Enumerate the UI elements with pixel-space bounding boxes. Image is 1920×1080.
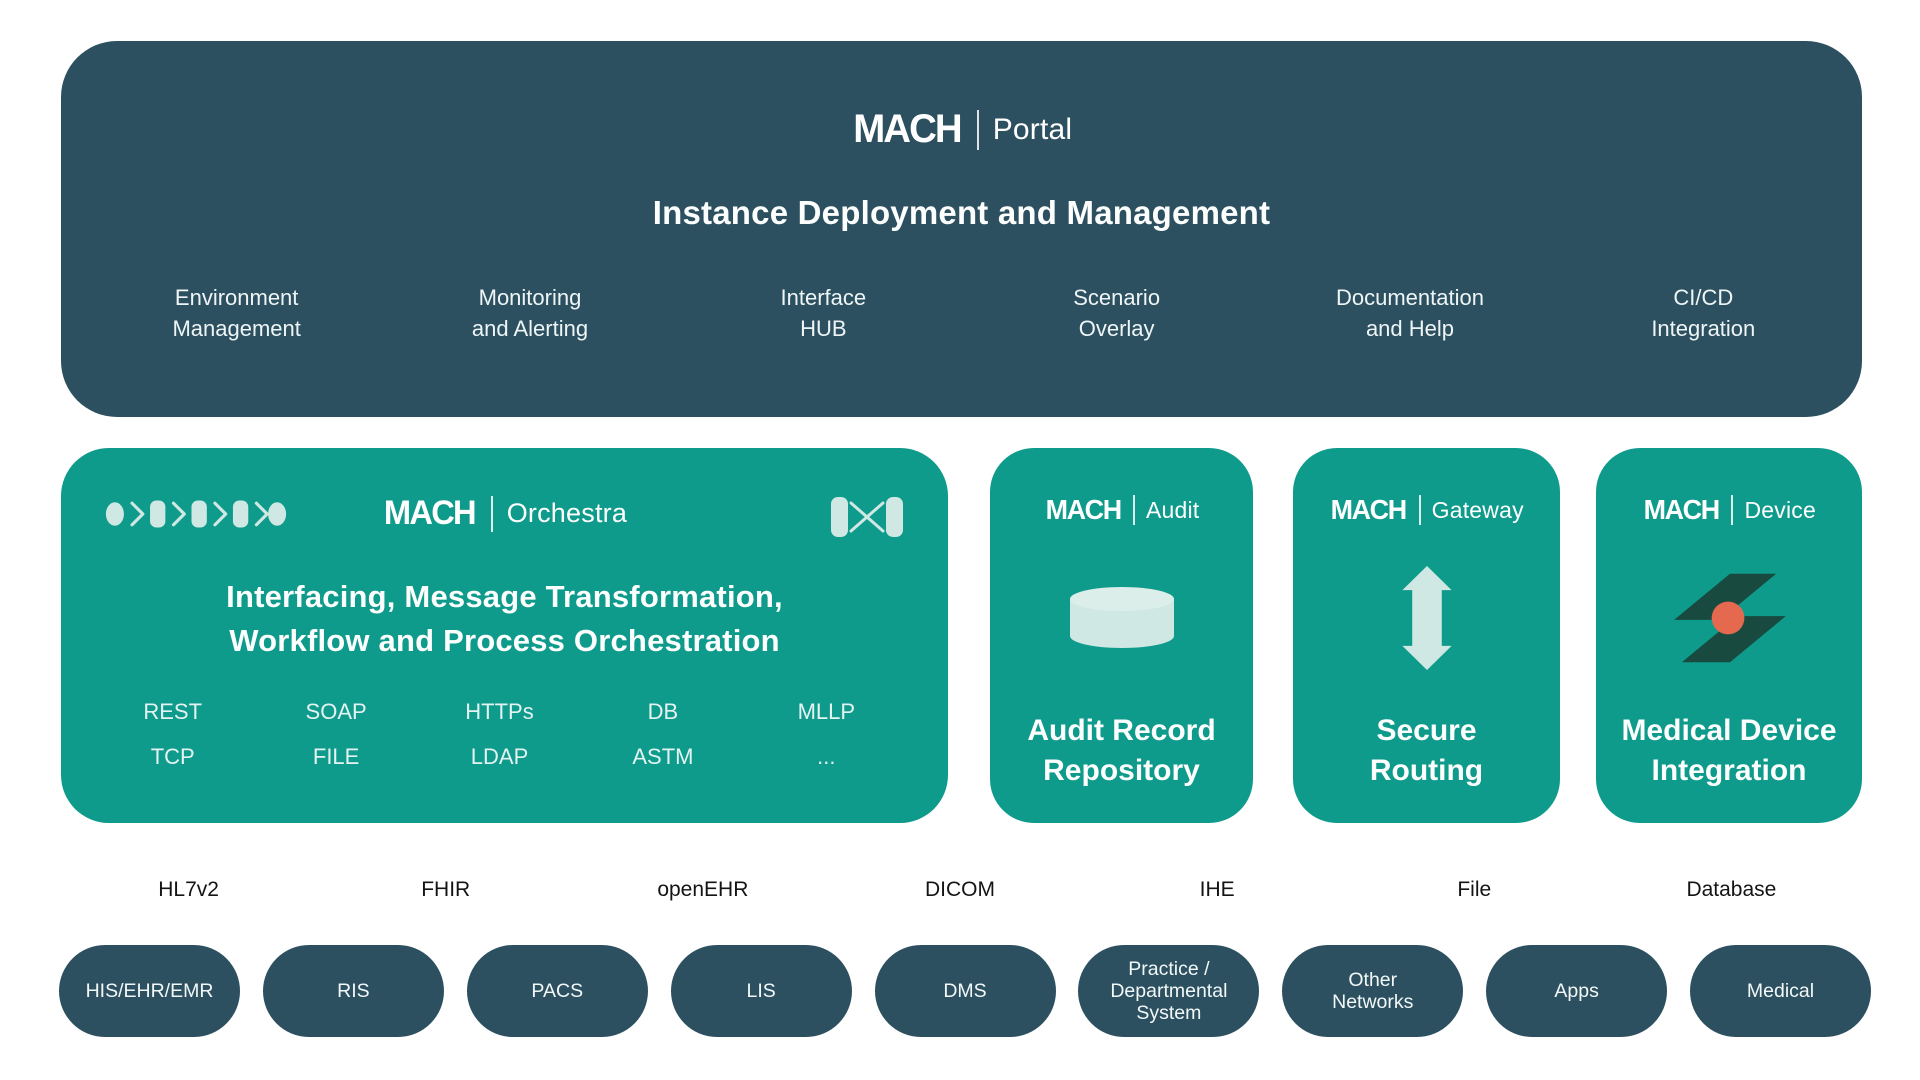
standard-ihe: IHE: [1199, 878, 1235, 901]
standard-dicom: DICOM: [924, 878, 995, 901]
feature-scenario-overlay: Scenario Overlay: [1073, 285, 1161, 341]
system-pill-apps: Apps: [1486, 945, 1668, 1037]
protocol-label: MLLP: [797, 699, 856, 724]
gateway-label: Secure Routing: [1369, 714, 1484, 787]
protocol-label: LDAP: [470, 744, 529, 769]
gateway-box: MACH Gateway Secure Routing: [1293, 448, 1560, 823]
mach-wordmark: MACH: [852, 107, 962, 151]
protocol-label: REST: [143, 699, 203, 724]
portal-title: Instance Deployment and Management: [652, 194, 1271, 231]
feature-interface-hub: Interface HUB: [780, 285, 867, 341]
protocol-column: HTTPs LDAP: [418, 699, 581, 770]
feature-monitoring-alerting: Monitoring and Alerting: [471, 285, 589, 341]
mach-audit-logo: MACH Audit: [990, 494, 1253, 526]
protocol-label: TCP: [150, 744, 195, 769]
device-product-name: Device: [1744, 496, 1816, 523]
orchestra-box: MACH Orchestra Interfacing, Message Tran…: [61, 448, 948, 823]
audit-label: Audit Record Repository: [1027, 714, 1216, 787]
orchestra-headline: Interfacing, Message Transformation, Wor…: [226, 579, 783, 658]
systems-row: HIS/EHR/EMR RIS PACS LIS DMS Practice / …: [59, 945, 1871, 1037]
system-pill-other-networks: Other Networks: [1282, 945, 1464, 1037]
mach-gateway-logo: MACH Gateway: [1293, 494, 1560, 526]
protocol-column: SOAP FILE: [254, 699, 417, 770]
mach-device-logo: MACH Device: [1596, 494, 1862, 526]
standards-row: HL7v2 FHIR openEHR DICOM IHE File Databa…: [60, 878, 1860, 902]
mach-wordmark: MACH: [383, 494, 477, 532]
logo-separator: [490, 495, 493, 532]
pipeline-flow-icon: [105, 494, 287, 539]
feature-environment-management: Environment Management: [172, 285, 301, 341]
orchestra-product-name: Orchestra: [506, 498, 628, 528]
protocol-column: DB ASTM: [581, 699, 744, 770]
gateway-product-name: Gateway: [1431, 496, 1524, 523]
device-box: MACH Device Medical Device Integration: [1596, 448, 1862, 823]
standard-database: Database: [1686, 878, 1777, 901]
audit-product-name: Audit: [1145, 496, 1200, 523]
logo-separator: [1731, 495, 1734, 525]
protocol-label: DB: [647, 699, 679, 724]
endpoints-exchange-icon: [830, 496, 904, 543]
device-spark-icon: [1666, 566, 1792, 675]
protocol-label: ASTM: [632, 744, 694, 769]
system-pill-ris: RIS: [262, 945, 444, 1037]
database-cylinder-icon: [1069, 586, 1175, 655]
protocol-label: ...: [817, 744, 836, 769]
standard-openehr: openEHR: [657, 878, 749, 901]
bidirectional-arrow-icon: [1394, 565, 1460, 675]
logo-separator: [976, 109, 979, 150]
mach-wordmark: MACH: [1643, 494, 1721, 525]
portal-box: MACH Portal Instance Deployment and Mana…: [61, 41, 1862, 417]
system-pill-lis: LIS: [670, 945, 852, 1037]
feature-cicd-integration: CI/CD Integration: [1651, 285, 1756, 341]
device-label: Medical Device Integration: [1621, 714, 1837, 787]
mach-wordmark: MACH: [1045, 494, 1122, 525]
mach-wordmark: MACH: [1330, 494, 1408, 525]
system-pill-medical: Medical: [1690, 945, 1871, 1037]
logo-separator: [1418, 495, 1421, 525]
standard-fhir: FHIR: [421, 878, 471, 901]
system-pill-dms: DMS: [874, 945, 1056, 1037]
system-pill-practice-departmental-system: Practice / Departmental System: [1078, 945, 1260, 1037]
feature-documentation-help: Documentation and Help: [1335, 285, 1484, 341]
logo-separator: [1132, 495, 1135, 525]
protocol-column: REST TCP: [91, 699, 254, 770]
protocol-label: HTTPs: [465, 699, 534, 724]
portal-product-name: Portal: [992, 112, 1073, 146]
orchestra-protocols: REST TCP SOAP FILE HTTPs LDAP DB ASTM ML…: [61, 699, 948, 770]
protocol-label: SOAP: [305, 699, 367, 724]
protocol-column: MLLP ...: [745, 699, 908, 770]
protocol-label: FILE: [312, 744, 360, 769]
mach-portal-logo: MACH Portal: [61, 107, 1862, 152]
standard-file: File: [1457, 878, 1492, 901]
audit-box: MACH Audit Audit Record Repository: [990, 448, 1253, 823]
portal-feature-row: Environment Management Monitoring and Al…: [61, 282, 1862, 344]
system-pill-pacs: PACS: [466, 945, 648, 1037]
standard-hl7v2: HL7v2: [158, 878, 219, 901]
mach-orchestra-logo: MACH Orchestra: [61, 494, 948, 533]
system-pill-his-ehr-emr: HIS/EHR/EMR: [59, 945, 240, 1037]
